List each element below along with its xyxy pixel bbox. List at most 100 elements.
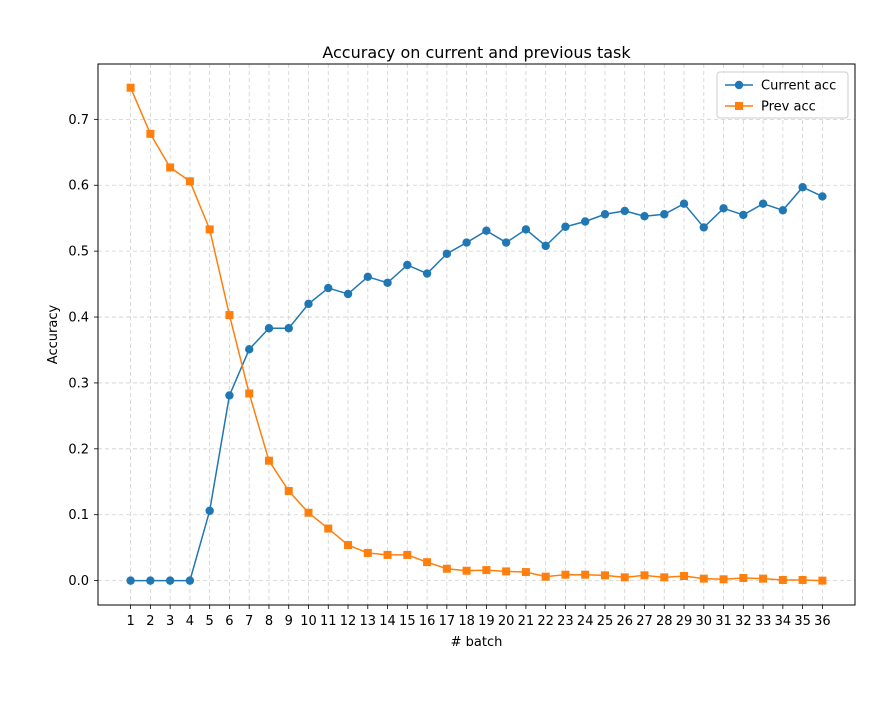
x-axis-title: # batch <box>451 635 503 650</box>
x-tick-label: 20 <box>498 614 515 629</box>
x-tick-label: 13 <box>360 614 377 629</box>
x-tick-label: 22 <box>537 614 554 629</box>
data-point-current-acc <box>383 278 392 287</box>
y-tick-label: 0.2 <box>68 442 89 457</box>
data-point-current-acc <box>284 324 293 333</box>
y-axis-title: Accuracy <box>46 305 61 365</box>
data-point-current-acc <box>264 324 274 333</box>
data-point-current-acc <box>126 576 135 585</box>
data-point-prev-acc <box>205 225 214 234</box>
data-point-prev-acc <box>482 566 491 575</box>
data-point-current-acc <box>442 249 452 258</box>
data-point-prev-acc <box>739 573 748 582</box>
x-tick-label: 4 <box>186 614 194 629</box>
data-point-current-acc <box>739 210 748 220</box>
data-point-current-acc <box>798 183 807 192</box>
data-point-current-acc <box>600 210 610 219</box>
data-point-prev-acc <box>185 177 194 186</box>
series-layer <box>126 83 827 585</box>
data-point-current-acc <box>818 192 827 201</box>
data-point-prev-acc <box>442 564 451 573</box>
y-tick-label: 0.0 <box>68 574 89 589</box>
data-point-current-acc <box>363 272 372 282</box>
x-tick-label: 27 <box>636 614 653 629</box>
data-point-prev-acc <box>304 508 313 517</box>
data-point-prev-acc <box>245 389 254 398</box>
data-point-current-acc <box>679 199 689 208</box>
x-tick-label: 33 <box>755 614 772 629</box>
x-tick-label: 34 <box>775 614 792 629</box>
data-point-current-acc <box>541 241 550 251</box>
data-point-prev-acc <box>798 575 807 584</box>
data-point-prev-acc <box>225 311 234 320</box>
data-point-prev-acc <box>600 571 609 580</box>
x-tick-label: 32 <box>735 614 752 629</box>
data-point-current-acc <box>758 199 768 208</box>
data-point-prev-acc <box>284 487 293 496</box>
y-tick-label: 0.3 <box>68 376 89 391</box>
x-tick-label: 23 <box>557 614 574 629</box>
data-point-current-acc <box>225 391 234 400</box>
data-point-prev-acc <box>660 573 669 582</box>
x-tick-label: 17 <box>439 614 456 629</box>
x-tick-label: 15 <box>399 614 416 629</box>
x-tick-label: 5 <box>206 614 214 629</box>
data-point-prev-acc <box>423 558 432 567</box>
x-tick-label: 31 <box>715 614 732 629</box>
x-tick-label: 21 <box>518 614 535 629</box>
data-point-current-acc <box>719 204 728 213</box>
x-tick-label: 26 <box>616 614 633 629</box>
legend-marker-prev-acc <box>735 102 743 110</box>
data-point-prev-acc <box>126 83 135 92</box>
data-point-current-acc <box>581 217 590 226</box>
y-tick-label: 0.4 <box>68 311 89 326</box>
x-tick-label: 36 <box>814 614 831 629</box>
data-point-current-acc <box>640 212 649 221</box>
x-tick-label: 25 <box>597 614 614 629</box>
data-point-current-acc <box>620 206 629 216</box>
y-tick-label: 0.1 <box>68 508 89 523</box>
x-tick-label: 28 <box>656 614 673 629</box>
x-tick-label: 2 <box>146 614 154 629</box>
x-tick-label: 11 <box>320 614 337 629</box>
x-tick-label: 3 <box>166 614 174 629</box>
x-tick-label: 1 <box>126 614 134 629</box>
data-point-current-acc <box>185 576 195 585</box>
data-point-prev-acc <box>344 541 353 550</box>
data-point-prev-acc <box>324 524 333 533</box>
axis-ticks: 1 2 3 4 5 6 7 8 9 10 11 12 13 14 15 16 17 18 19 20 21 22 23 24 2… <box>68 113 830 629</box>
x-tick-label: 18 <box>458 614 475 629</box>
data-point-prev-acc <box>403 550 412 559</box>
data-point-current-acc <box>165 576 175 585</box>
legend-marker-current-acc <box>734 80 744 90</box>
x-tick-label: 14 <box>379 614 396 629</box>
data-point-prev-acc <box>146 129 155 138</box>
data-point-current-acc <box>146 576 155 585</box>
legend-label-current-acc: Current acc <box>761 79 836 94</box>
data-point-prev-acc <box>502 567 511 576</box>
y-tick-label: 0.7 <box>68 113 89 128</box>
series-prev-acc <box>126 83 827 585</box>
series-line-current-acc <box>130 186 823 582</box>
x-tick-label: 6 <box>225 614 233 629</box>
data-point-prev-acc <box>541 572 550 581</box>
grid <box>98 64 855 605</box>
legend: Current acc Prev acc <box>716 71 849 119</box>
x-tick-label: 29 <box>676 614 693 629</box>
y-tick-label: 0.6 <box>68 179 89 194</box>
x-tick-label: 30 <box>696 614 713 629</box>
data-point-current-acc <box>462 238 471 247</box>
y-tick-label: 0.5 <box>68 245 89 260</box>
data-point-current-acc <box>245 345 254 354</box>
series-current-acc <box>126 183 827 585</box>
data-point-current-acc <box>521 225 531 234</box>
data-point-prev-acc <box>640 571 649 580</box>
data-point-prev-acc <box>462 566 471 575</box>
chart-title: Accuracy on current and previous task <box>322 43 631 62</box>
data-point-prev-acc <box>759 574 768 583</box>
legend-label-prev-acc: Prev acc <box>761 100 816 115</box>
data-point-current-acc <box>324 283 333 293</box>
data-point-current-acc <box>660 210 669 219</box>
data-point-current-acc <box>403 260 412 270</box>
